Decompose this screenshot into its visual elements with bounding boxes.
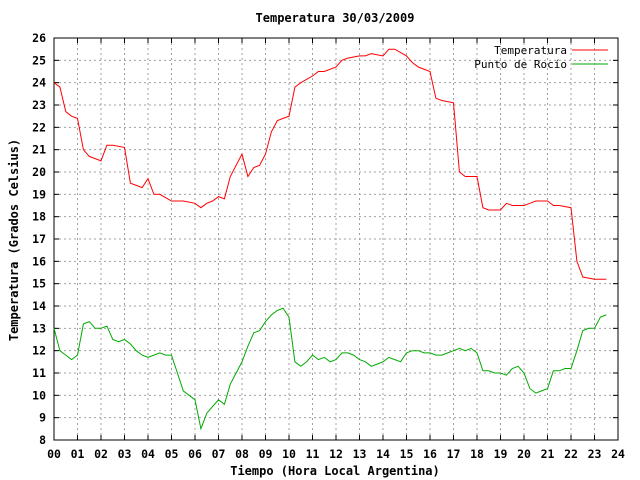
y-tick-label: 24 bbox=[32, 76, 46, 90]
y-tick-label: 9 bbox=[39, 411, 46, 425]
y-tick-label: 16 bbox=[32, 254, 46, 268]
y-tick-label: 26 bbox=[32, 31, 46, 45]
y-tick-label: 20 bbox=[32, 165, 46, 179]
x-tick-label: 23 bbox=[588, 447, 602, 461]
x-tick-label: 20 bbox=[517, 447, 531, 461]
x-tick-label: 14 bbox=[376, 447, 390, 461]
x-tick-label: 15 bbox=[400, 447, 414, 461]
chart-title: Temperatura 30/03/2009 bbox=[256, 11, 415, 25]
x-axis-label: Tiempo (Hora Local Argentina) bbox=[230, 464, 440, 478]
y-axis-label: Temperatura (Grados Celsius) bbox=[7, 139, 21, 341]
x-tick-label: 18 bbox=[470, 447, 484, 461]
series-line-temperatura bbox=[53, 48, 607, 280]
x-tick-label: 16 bbox=[423, 447, 437, 461]
y-tick-label: 17 bbox=[32, 232, 46, 246]
x-tick-label: 11 bbox=[306, 447, 320, 461]
y-tick-label: 14 bbox=[32, 299, 46, 313]
x-tick-label: 24 bbox=[611, 447, 625, 461]
x-tick-label: 10 bbox=[282, 447, 296, 461]
y-tick-label: 21 bbox=[32, 143, 46, 157]
x-tick-label: 00 bbox=[47, 447, 61, 461]
x-tick-labels: 00 01 02 03 04 05 06 07 08 09 10 11 12 13 14 15 16 17 18 19… bbox=[47, 447, 625, 461]
x-tick-label: 13 bbox=[353, 447, 367, 461]
x-tick-label: 04 bbox=[141, 447, 155, 461]
y-tick-label: 8 bbox=[39, 433, 46, 447]
x-tick-label: 01 bbox=[71, 447, 85, 461]
x-tick-label: 05 bbox=[165, 447, 179, 461]
legend-label: Punto de Rocío bbox=[474, 58, 567, 71]
x-tick-label: 17 bbox=[447, 447, 461, 461]
y-tick-label: 11 bbox=[32, 366, 46, 380]
y-tick-label: 25 bbox=[32, 53, 46, 67]
series-line-punto-de-rocio bbox=[53, 307, 607, 431]
x-tick-label: 08 bbox=[235, 447, 249, 461]
legend-label: Temperatura bbox=[494, 44, 567, 57]
y-tick-label: 18 bbox=[32, 210, 46, 224]
x-tick-label: 22 bbox=[564, 447, 578, 461]
x-tick-label: 19 bbox=[494, 447, 508, 461]
series-lines bbox=[53, 48, 607, 431]
x-tick-label: 09 bbox=[259, 447, 273, 461]
y-tick-label: 10 bbox=[32, 388, 46, 402]
y-tick-labels: 8 9 10 11 12 13 14 15 16 17 18 19 20 21 22 23 24 25 26 bbox=[32, 31, 46, 447]
x-tick-label: 06 bbox=[188, 447, 202, 461]
tick-marks bbox=[53, 37, 619, 441]
y-tick-label: 22 bbox=[32, 120, 46, 134]
y-tick-label: 23 bbox=[32, 98, 46, 112]
y-tick-label: 19 bbox=[32, 187, 46, 201]
x-tick-label: 02 bbox=[94, 447, 108, 461]
y-tick-label: 15 bbox=[32, 277, 46, 291]
y-tick-label: 12 bbox=[32, 344, 46, 358]
x-tick-label: 07 bbox=[212, 447, 226, 461]
y-tick-label: 13 bbox=[32, 321, 46, 335]
x-tick-label: 12 bbox=[329, 447, 343, 461]
x-tick-label: 21 bbox=[541, 447, 555, 461]
x-tick-label: 03 bbox=[118, 447, 132, 461]
